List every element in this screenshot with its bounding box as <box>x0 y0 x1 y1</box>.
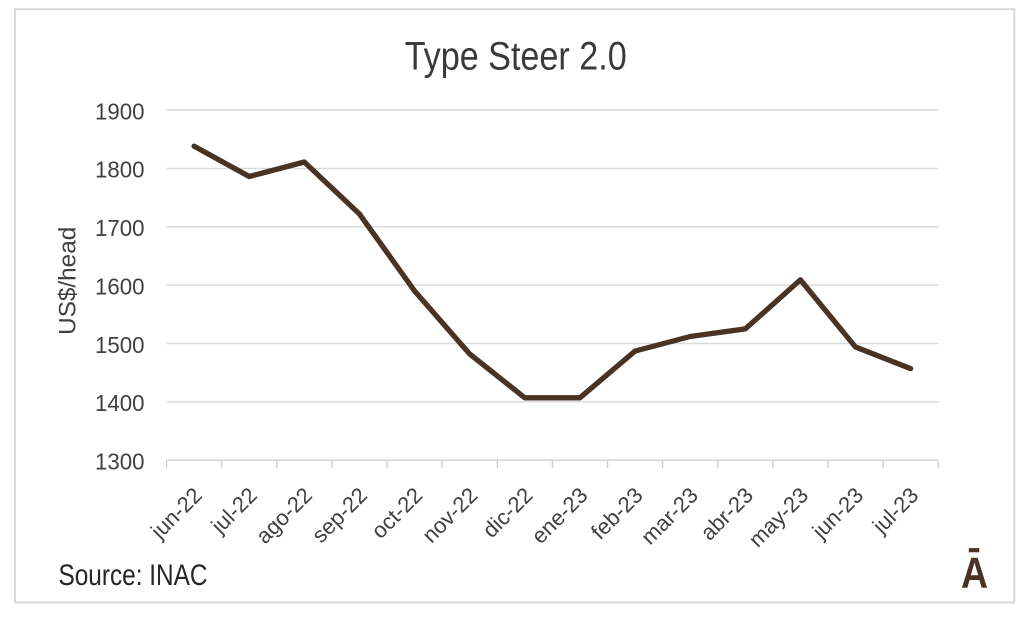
svg-text:1500: 1500 <box>95 332 145 358</box>
svg-text:1800: 1800 <box>95 157 145 183</box>
svg-text:1900: 1900 <box>95 98 145 124</box>
svg-text:1600: 1600 <box>95 273 145 299</box>
svg-text:1300: 1300 <box>95 449 145 475</box>
svg-text:Source: INAC: Source: INAC <box>59 559 208 592</box>
svg-text:1400: 1400 <box>95 390 145 416</box>
svg-text:Type Steer 2.0: Type Steer 2.0 <box>405 35 627 79</box>
svg-text:A: A <box>961 549 988 598</box>
svg-text:US$/head: US$/head <box>55 227 82 335</box>
svg-text:1700: 1700 <box>95 215 145 241</box>
